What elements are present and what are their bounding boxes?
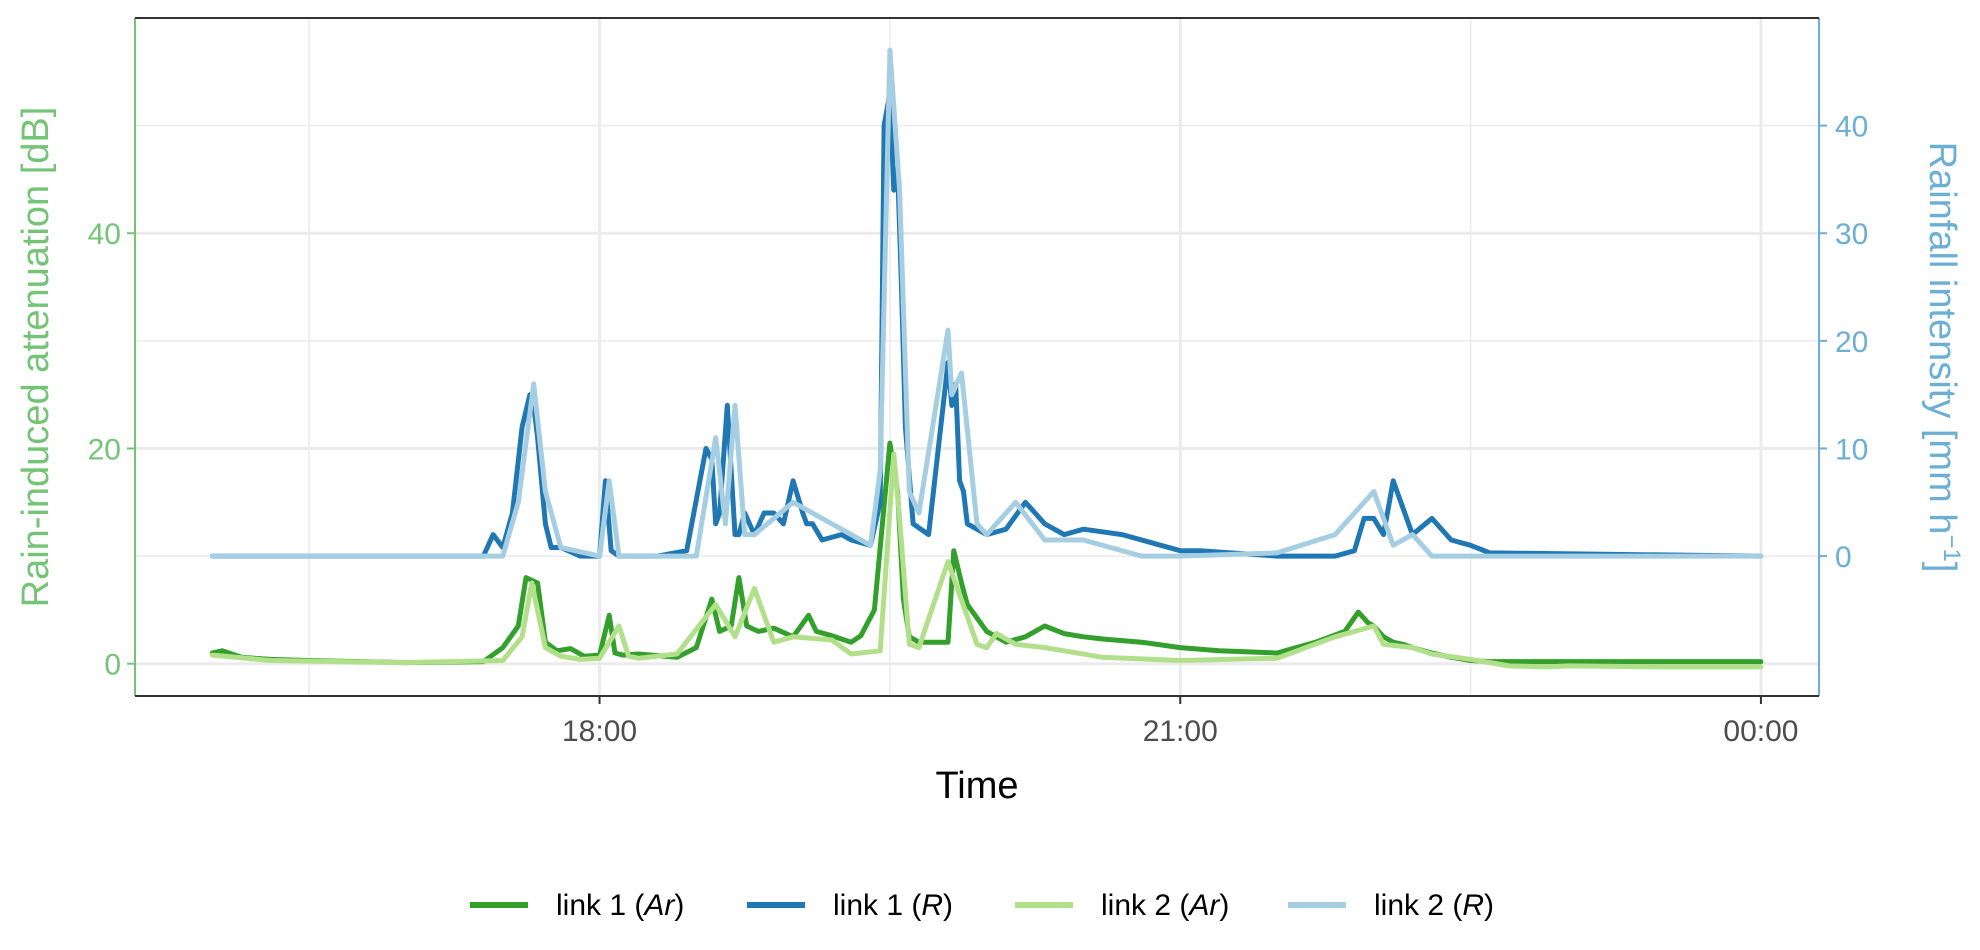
right-axis-title: Rainfall intensity [mm h−1] (1921, 142, 1965, 573)
legend-label-link2-r: link 2 (R) (1374, 889, 1494, 922)
x-tick-label-2: 00:00 (1723, 715, 1798, 748)
legend: link 1 (Ar) link 1 (R) link 2 (Ar) link 2 (… (470, 889, 1494, 922)
legend-label-name: link 1 ( (833, 889, 921, 922)
tick-labels: 0 20 40 0 10 20 30 40 18:00 21:00 00:00 (88, 111, 1869, 748)
series-line-link2-r (209, 47, 1764, 559)
legend-item-link2-ar: link 2 (Ar) (1015, 889, 1229, 922)
right-tick-label-2: 20 (1835, 326, 1868, 359)
x-tick-label-0: 18:00 (562, 715, 637, 748)
left-tick-label-2: 40 (88, 218, 121, 251)
left-tick-label-0: 0 (104, 649, 121, 682)
legend-label-var: Ar (642, 889, 675, 922)
left-tick-label-1: 20 (88, 433, 121, 466)
series-lines (209, 47, 1764, 670)
legend-label-name: link 2 ( (1374, 889, 1462, 922)
legend-label-close: ) (1219, 889, 1229, 922)
right-tick-label-4: 40 (1835, 111, 1868, 144)
plot-panel (135, 18, 1819, 696)
x-tick-label-1: 21:00 (1143, 715, 1218, 748)
left-axis-title: Rain-induced attenuation [dB] (15, 107, 57, 608)
legend-label-var: Ar (1187, 889, 1220, 922)
legend-label-var: R (1462, 889, 1484, 922)
legend-label-name: link 2 ( (1101, 889, 1189, 922)
x-axis-title: Time (935, 765, 1018, 807)
legend-item-link1-r: link 1 (R) (747, 889, 953, 922)
right-tick-label-1: 10 (1835, 433, 1868, 466)
legend-label-link2-ar: link 2 (Ar) (1101, 889, 1229, 922)
legend-label-close: ) (943, 889, 953, 922)
series-line-link1-ar (209, 440, 1764, 666)
legend-label-close: ) (1484, 889, 1494, 922)
right-tick-label-0: 0 (1835, 541, 1852, 574)
legend-label-link1-r: link 1 (R) (833, 889, 953, 922)
legend-label-name: link 1 ( (556, 889, 644, 922)
legend-item-link1-ar: link 1 (Ar) (470, 889, 684, 922)
series-line-link2-ar (209, 451, 1764, 670)
axes (127, 17, 1827, 704)
legend-label-link1-ar: link 1 (Ar) (556, 889, 684, 922)
right-axis-title-sup: −1 (1938, 534, 1965, 561)
right-axis-title-close: ] (1921, 562, 1963, 573)
right-tick-label-3: 30 (1835, 218, 1868, 251)
legend-label-close: ) (674, 889, 684, 922)
legend-item-link2-r: link 2 (R) (1288, 889, 1494, 922)
right-axis-title-main: Rainfall intensity [mm h (1921, 142, 1963, 535)
legend-label-var: R (921, 889, 943, 922)
gridlines (135, 18, 1819, 696)
